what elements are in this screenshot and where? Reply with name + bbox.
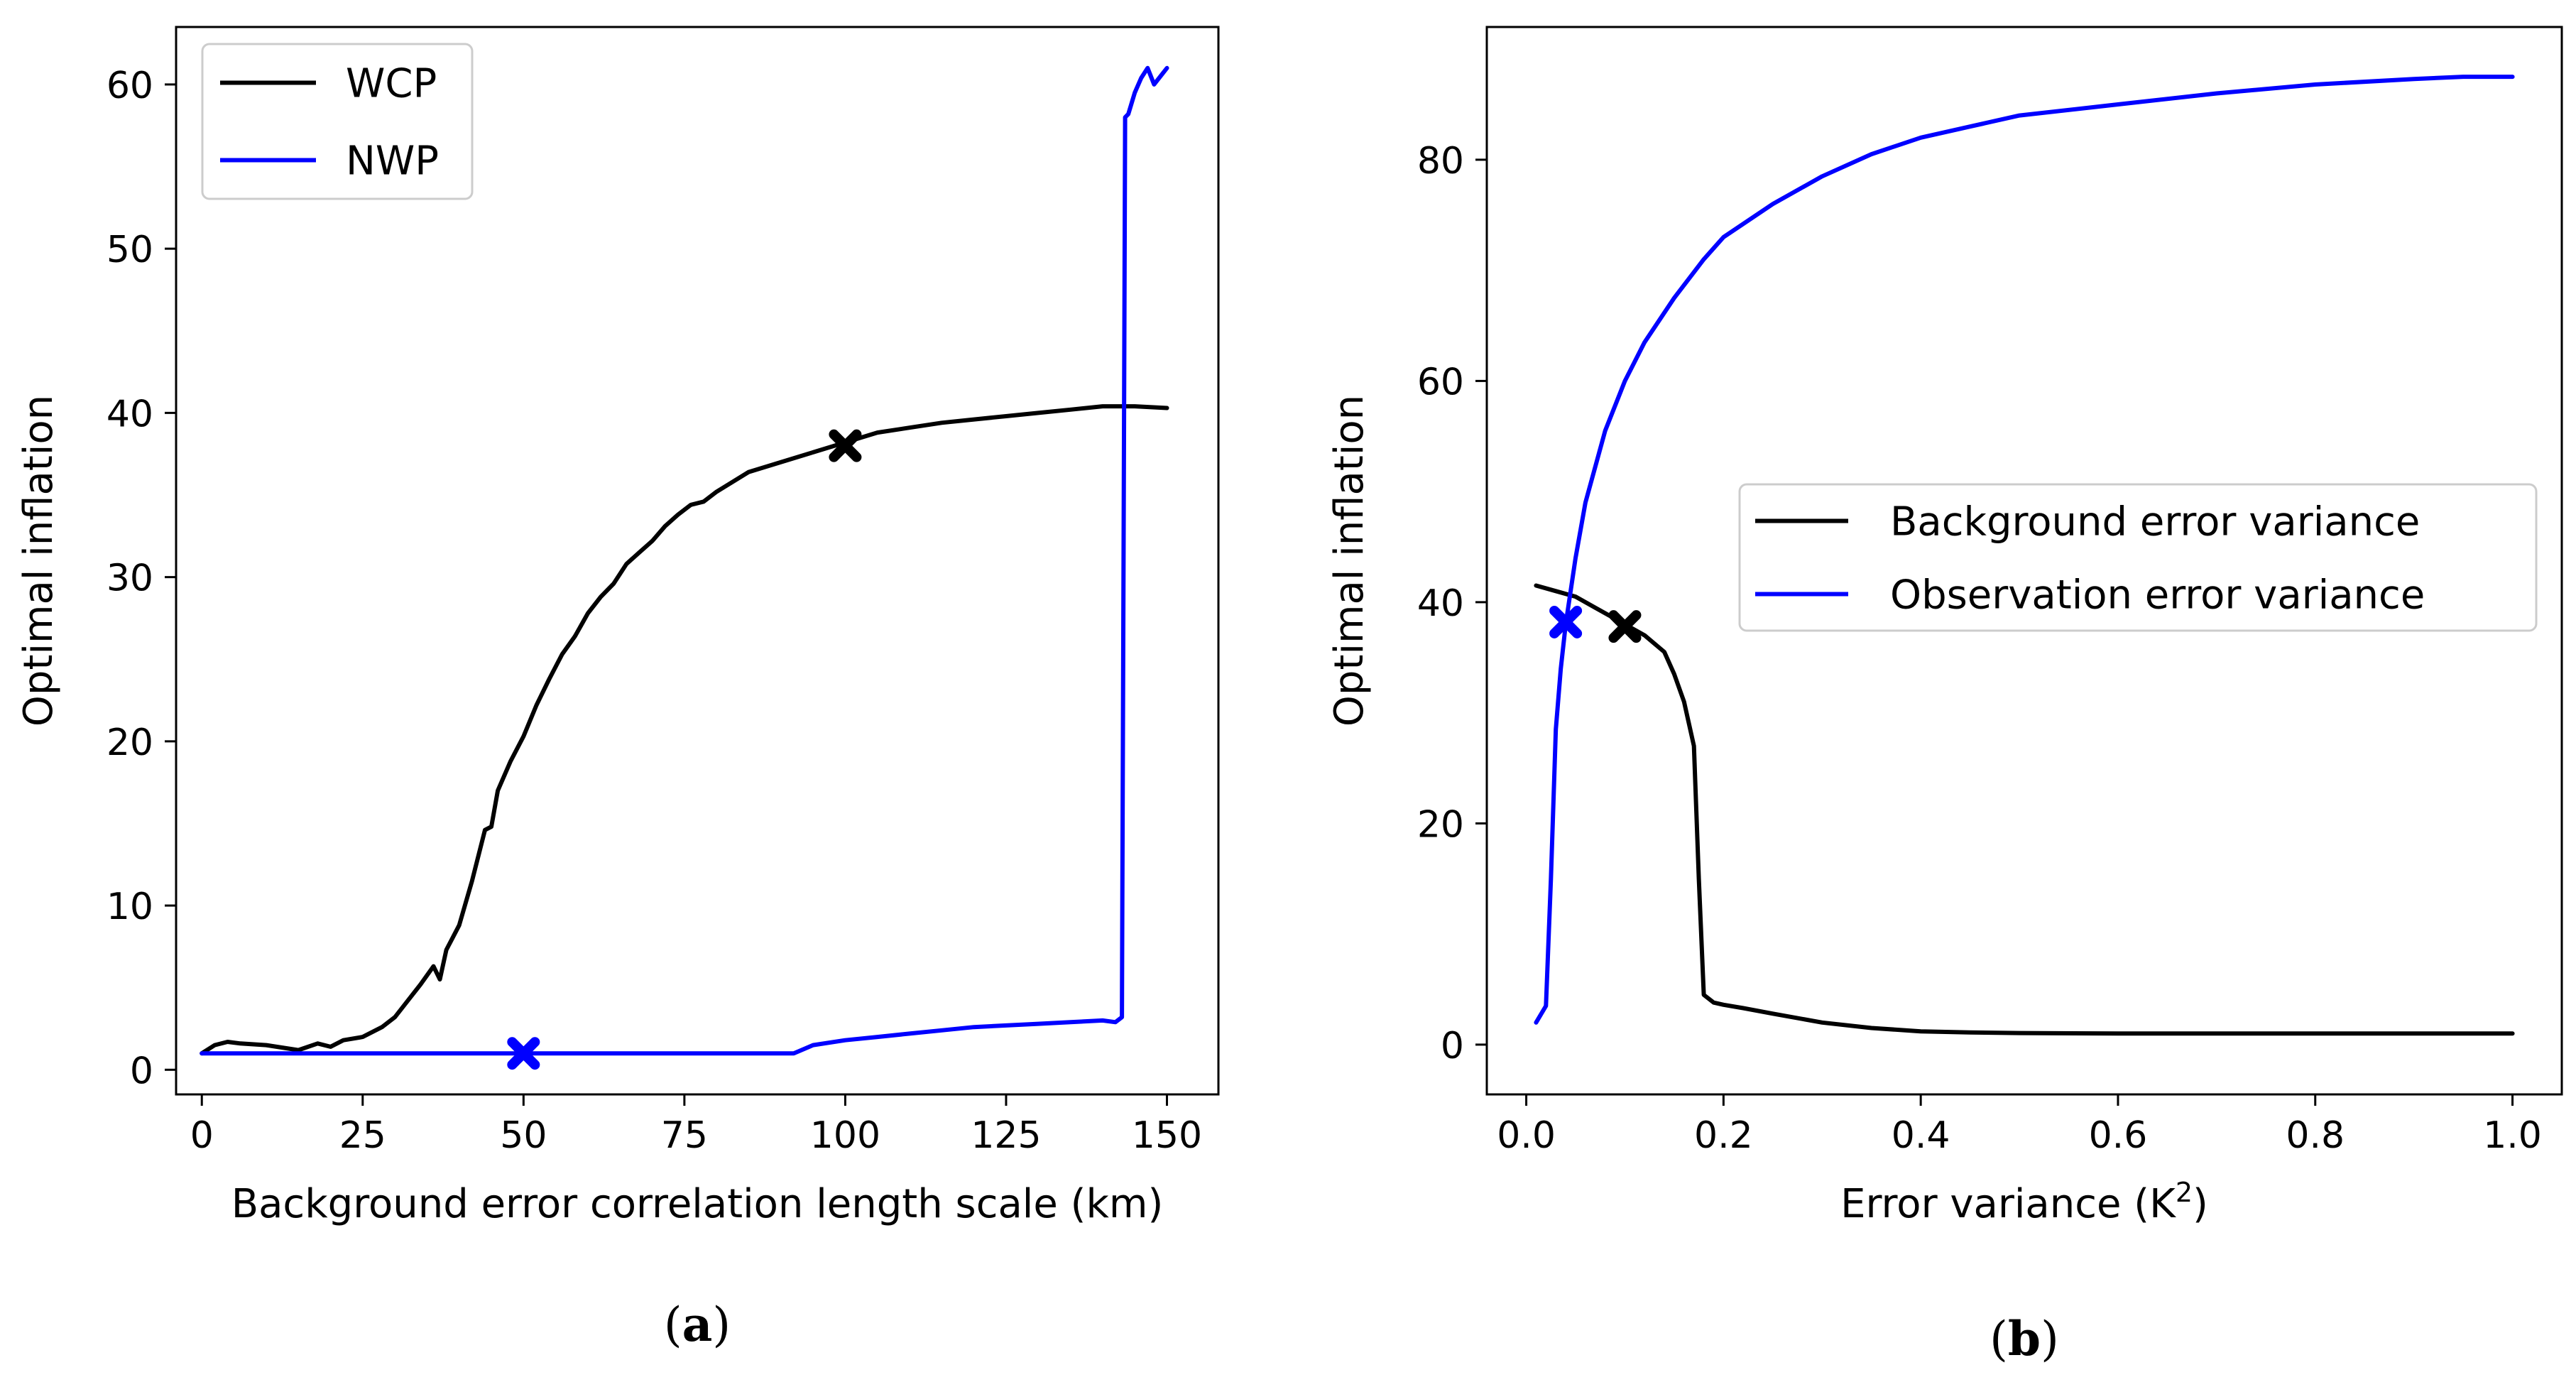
x-axis-label: Background error correlation length scal… [231, 1181, 1164, 1227]
series-line-nwp [200, 65, 1169, 1056]
y-tick-label: 40 [107, 393, 153, 435]
y-tick-label: 60 [107, 65, 153, 107]
x-tick-label: 0 [190, 1114, 214, 1157]
x-tick-label: 50 [500, 1114, 547, 1157]
legend-label: NWP [346, 138, 439, 185]
caption-letter: b [2008, 1311, 2041, 1366]
panel-b: 0.0 0.2 0.4 0.6 0.8 1.0 0 20 40 60 80 Error varianc… [1326, 26, 2563, 1366]
panel-a: 0 25 50 75 100 125 150 0 10 20 30 40 50 60 Background … [16, 26, 1220, 1352]
x-axis-label-superscript: 2 [2176, 1177, 2193, 1208]
y-tick-label: 0 [1441, 1025, 1464, 1067]
y-tick-label: 60 [1417, 361, 1464, 403]
caption-letter: a [682, 1297, 713, 1352]
x-tick-label: 25 [339, 1114, 386, 1157]
series-line-wcp [200, 404, 1169, 1056]
marker-observation-error-variance [1549, 605, 1583, 638]
caption-open: ( [1990, 1312, 2008, 1366]
y-tick-label: 30 [107, 557, 153, 600]
x-tick-label: 0.6 [2089, 1114, 2148, 1157]
series-line-observation-error-variance [1534, 75, 2515, 1025]
y-tick-label: 40 [1417, 582, 1464, 625]
x-axis-label-suffix: ) [2193, 1181, 2208, 1227]
legend-box [1738, 483, 2538, 632]
y-tick-label: 50 [107, 229, 153, 271]
marker-background-error-variance [1608, 610, 1642, 643]
axes-frame [1485, 26, 2563, 1096]
y-tick-label: 80 [1417, 140, 1464, 183]
y-axis-label: Optimal inflation [1326, 395, 1372, 727]
legend-label: Background error variance [1890, 499, 2420, 545]
x-tick-label: 150 [1132, 1114, 1202, 1157]
caption-open: ( [664, 1298, 682, 1352]
legend-label: WCP [346, 61, 437, 107]
caption-close: ) [712, 1298, 731, 1352]
marker-wcp [829, 429, 862, 462]
x-tick-label: 0.8 [2286, 1114, 2345, 1157]
axes-frame [175, 26, 1220, 1096]
legend-label: Observation error variance [1890, 572, 2425, 619]
x-tick-label: 75 [661, 1114, 708, 1157]
x-tick-label: 100 [810, 1114, 880, 1157]
y-axis-label: Optimal inflation [16, 395, 62, 727]
y-tick-label: 10 [107, 886, 153, 928]
panel-caption: (a) [664, 1297, 731, 1352]
y-tick-label: 0 [130, 1050, 153, 1092]
x-tick-label: 0.2 [1694, 1114, 1753, 1157]
caption-close: ) [2041, 1312, 2059, 1366]
y-tick-label: 20 [107, 722, 153, 764]
x-axis-label: Error variance (K2) [1840, 1177, 2208, 1227]
marker-nwp [507, 1037, 540, 1070]
panel-caption: (b) [1990, 1311, 2059, 1366]
x-tick-label: 0.0 [1497, 1114, 1556, 1157]
y-tick-label: 20 [1417, 803, 1464, 846]
x-tick-label: 125 [971, 1114, 1041, 1157]
x-tick-label: 1.0 [2483, 1114, 2542, 1157]
x-tick-label: 0.4 [1892, 1114, 1950, 1157]
